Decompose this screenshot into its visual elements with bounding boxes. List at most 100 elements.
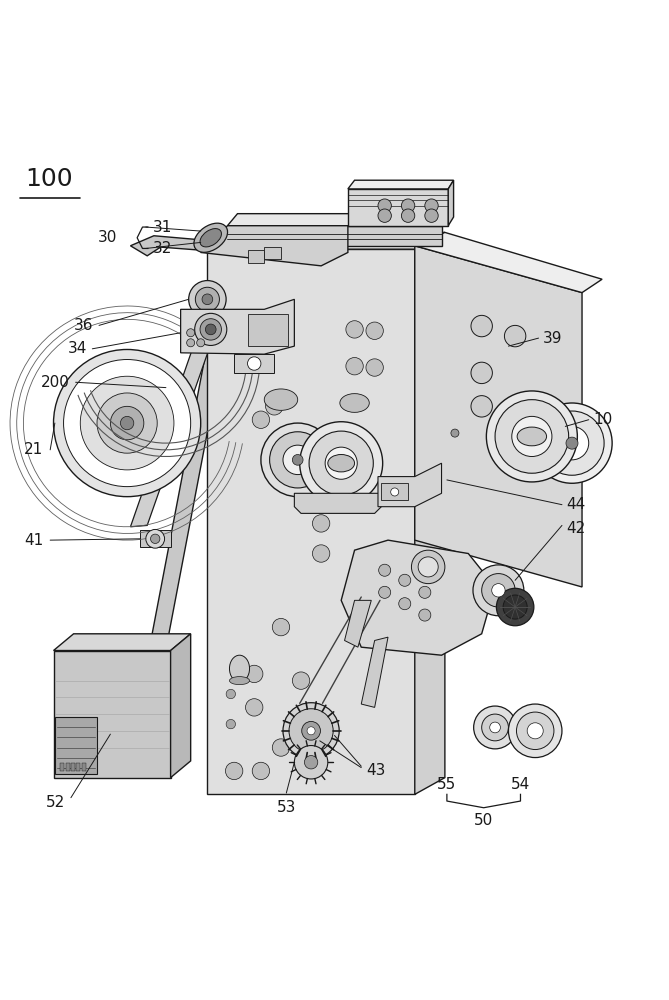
Circle shape: [492, 584, 505, 597]
Circle shape: [195, 287, 219, 311]
Ellipse shape: [340, 394, 369, 412]
Polygon shape: [234, 354, 274, 373]
Circle shape: [366, 322, 383, 339]
Circle shape: [195, 313, 227, 345]
Polygon shape: [341, 540, 495, 655]
Bar: [248, 250, 264, 263]
Circle shape: [120, 416, 134, 430]
Circle shape: [97, 393, 157, 453]
Bar: [71, 763, 75, 771]
Circle shape: [474, 706, 516, 749]
Circle shape: [64, 360, 191, 487]
Text: 100: 100: [25, 167, 73, 191]
Circle shape: [378, 199, 391, 212]
Polygon shape: [415, 232, 445, 794]
Circle shape: [504, 325, 526, 347]
Circle shape: [325, 447, 357, 479]
Bar: [82, 763, 86, 771]
Circle shape: [205, 324, 216, 335]
Polygon shape: [130, 239, 244, 748]
Circle shape: [346, 358, 363, 375]
Circle shape: [425, 199, 438, 212]
Circle shape: [486, 391, 577, 482]
Ellipse shape: [328, 455, 355, 472]
Ellipse shape: [264, 389, 298, 410]
Polygon shape: [348, 189, 448, 226]
Text: 36: 36: [74, 318, 94, 333]
Polygon shape: [207, 249, 415, 794]
Polygon shape: [415, 232, 602, 293]
Circle shape: [302, 721, 320, 740]
Circle shape: [246, 699, 263, 716]
Circle shape: [346, 321, 363, 338]
Polygon shape: [130, 236, 231, 256]
Circle shape: [312, 515, 330, 532]
Circle shape: [289, 709, 333, 753]
Text: 32: 32: [153, 241, 172, 256]
Text: 41: 41: [24, 533, 43, 548]
Circle shape: [266, 398, 283, 415]
Circle shape: [246, 665, 263, 683]
Circle shape: [532, 403, 612, 483]
Circle shape: [451, 429, 459, 437]
Bar: [381, 483, 408, 500]
Circle shape: [471, 315, 492, 337]
Polygon shape: [207, 232, 445, 249]
Circle shape: [272, 618, 290, 636]
Circle shape: [516, 712, 554, 750]
Circle shape: [425, 209, 438, 222]
Circle shape: [336, 458, 347, 469]
Circle shape: [252, 762, 270, 780]
Circle shape: [419, 609, 431, 621]
Ellipse shape: [229, 677, 250, 685]
Text: 30: 30: [98, 230, 117, 245]
Text: 44: 44: [567, 497, 586, 512]
Circle shape: [272, 739, 290, 756]
Circle shape: [187, 339, 195, 347]
Circle shape: [187, 329, 195, 337]
Polygon shape: [140, 530, 171, 547]
Bar: [264, 247, 281, 259]
Circle shape: [304, 756, 318, 769]
Bar: [60, 763, 64, 771]
Ellipse shape: [200, 229, 221, 247]
Circle shape: [283, 445, 312, 475]
Circle shape: [379, 586, 391, 598]
Circle shape: [555, 426, 589, 460]
Polygon shape: [227, 214, 448, 226]
Circle shape: [379, 564, 391, 576]
Text: 21: 21: [24, 442, 43, 457]
Circle shape: [503, 595, 527, 619]
Circle shape: [283, 703, 339, 759]
Text: 52: 52: [46, 795, 66, 810]
Circle shape: [80, 376, 174, 470]
Text: 50: 50: [474, 813, 493, 828]
Text: 31: 31: [153, 220, 172, 235]
Circle shape: [225, 762, 243, 780]
Circle shape: [471, 396, 492, 417]
Circle shape: [252, 317, 270, 335]
Text: 43: 43: [366, 763, 385, 778]
Circle shape: [524, 428, 540, 444]
Circle shape: [292, 455, 303, 465]
Polygon shape: [54, 651, 171, 778]
Circle shape: [200, 319, 221, 340]
Polygon shape: [361, 637, 388, 707]
Polygon shape: [55, 717, 97, 774]
Circle shape: [473, 565, 524, 616]
Circle shape: [294, 746, 328, 779]
Circle shape: [496, 588, 534, 626]
Polygon shape: [54, 634, 191, 651]
Circle shape: [272, 319, 290, 336]
Circle shape: [197, 339, 205, 347]
Circle shape: [270, 432, 326, 488]
Ellipse shape: [517, 427, 547, 446]
Circle shape: [540, 411, 604, 475]
Circle shape: [391, 488, 399, 496]
Circle shape: [309, 431, 373, 495]
Text: 200: 200: [41, 375, 70, 390]
Polygon shape: [448, 180, 454, 226]
Circle shape: [189, 281, 226, 318]
Circle shape: [54, 349, 201, 497]
Bar: [76, 763, 80, 771]
